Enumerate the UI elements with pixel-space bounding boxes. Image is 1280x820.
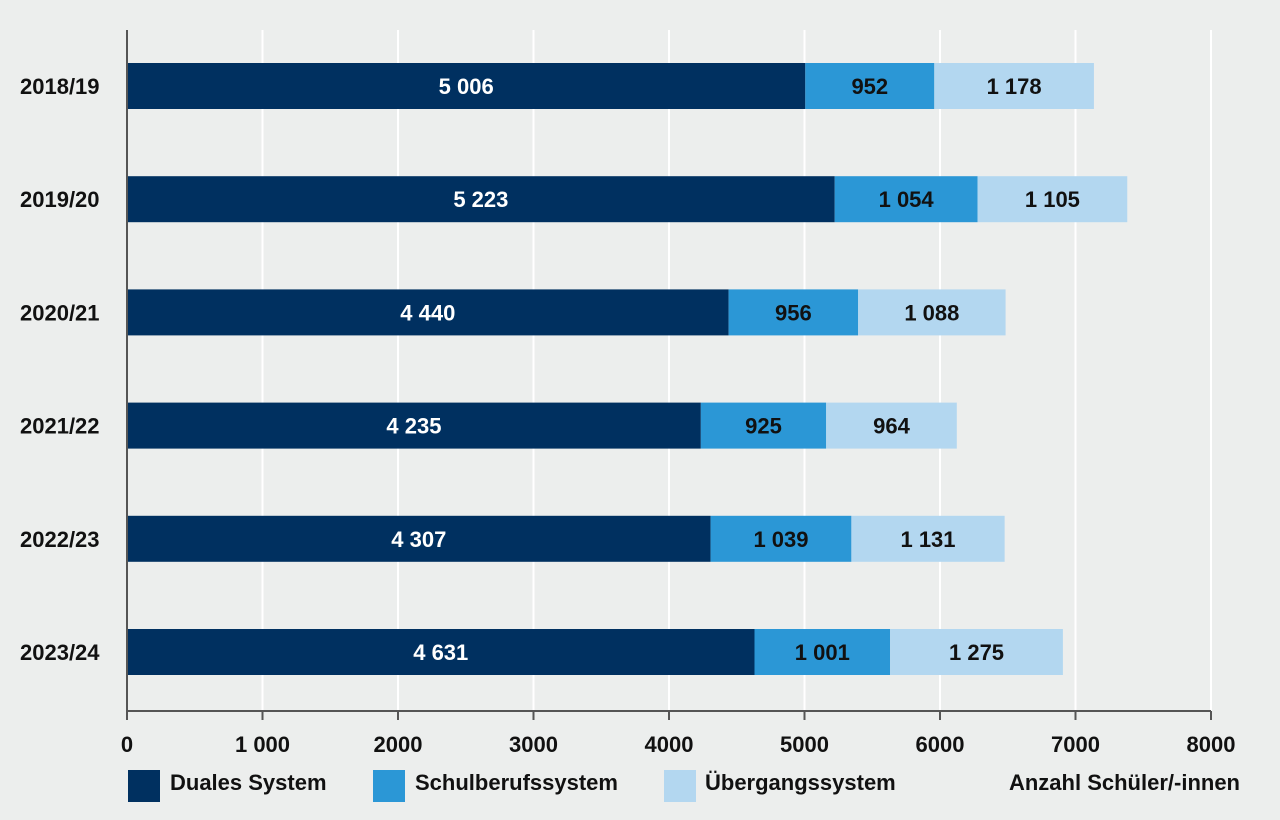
x-axis-label: Anzahl Schüler/-innen [1008, 770, 1240, 795]
category-label: 2022/23 [20, 527, 100, 552]
data-label: 4 235 [386, 414, 441, 439]
bar-segment [127, 515, 711, 562]
legend-label-uebergangssystem: Übergangssystem [705, 770, 896, 795]
x-tick-label: 4000 [645, 732, 694, 757]
data-label: 1 088 [904, 300, 959, 325]
x-tick-label: 1 000 [235, 732, 290, 757]
bar-segment [127, 176, 835, 223]
bar-segment [710, 515, 852, 562]
data-label: 4 631 [413, 640, 468, 665]
bar-segment [728, 289, 859, 336]
x-tick-label: 3000 [509, 732, 558, 757]
data-label: 4 307 [391, 527, 446, 552]
bar-segment [754, 629, 891, 675]
bar-segment [858, 289, 1006, 336]
data-label: 925 [745, 414, 782, 439]
data-label: 964 [873, 414, 910, 439]
category-label: 2023/24 [20, 640, 100, 665]
data-label: 1 001 [795, 640, 850, 665]
x-tick-label: 5000 [780, 732, 829, 757]
bar-segment [934, 63, 1094, 109]
data-label: 5 223 [453, 187, 508, 212]
legend-swatch-duales-system [128, 770, 160, 802]
x-tick-label: 6000 [916, 732, 965, 757]
data-label: 1 054 [879, 187, 935, 212]
x-tick-label: 2000 [374, 732, 423, 757]
category-label: 2021/22 [20, 414, 100, 439]
data-label: 1 275 [949, 640, 1004, 665]
x-tick-label: 8000 [1187, 732, 1236, 757]
legend-swatch-uebergangssystem [664, 770, 696, 802]
bar-segment [834, 176, 978, 223]
data-label: 1 131 [900, 527, 955, 552]
bar-segment [127, 629, 755, 675]
bar-segment [127, 289, 729, 336]
data-label: 1 039 [753, 527, 808, 552]
legend-label-duales-system: Duales System [170, 770, 327, 795]
data-label: 1 105 [1025, 187, 1080, 212]
data-label: 5 006 [439, 74, 494, 99]
category-label: 2020/21 [20, 300, 100, 325]
legend-label-schulberufssystem: Schulberufssystem [415, 770, 618, 795]
bar-segment [805, 63, 935, 109]
bar-segment [700, 402, 827, 449]
bar-segment [851, 515, 1005, 562]
gridlines [261, 30, 1212, 711]
data-label: 4 440 [400, 300, 455, 325]
x-tick-label: 7000 [1051, 732, 1100, 757]
x-tick-label: 0 [121, 732, 133, 757]
bar-segment [127, 63, 806, 109]
category-label: 2019/20 [20, 187, 100, 212]
data-label: 956 [775, 300, 812, 325]
data-label: 1 178 [987, 74, 1042, 99]
category-label: 2018/19 [20, 74, 100, 99]
bar-segment [977, 176, 1128, 223]
bar-segment [890, 629, 1063, 675]
data-label: 952 [851, 74, 888, 99]
bar-segment [127, 402, 701, 449]
bars: 5 006 952 1 178 5 223 1 054 1 105 4 440 956 1 08… [127, 63, 1128, 675]
bar-segment [826, 402, 957, 449]
axes: 2018/19 2019/20 2020/21 2021/22 2022/23 2023/… [20, 30, 1235, 757]
legend-swatch-schulberufssystem [373, 770, 405, 802]
